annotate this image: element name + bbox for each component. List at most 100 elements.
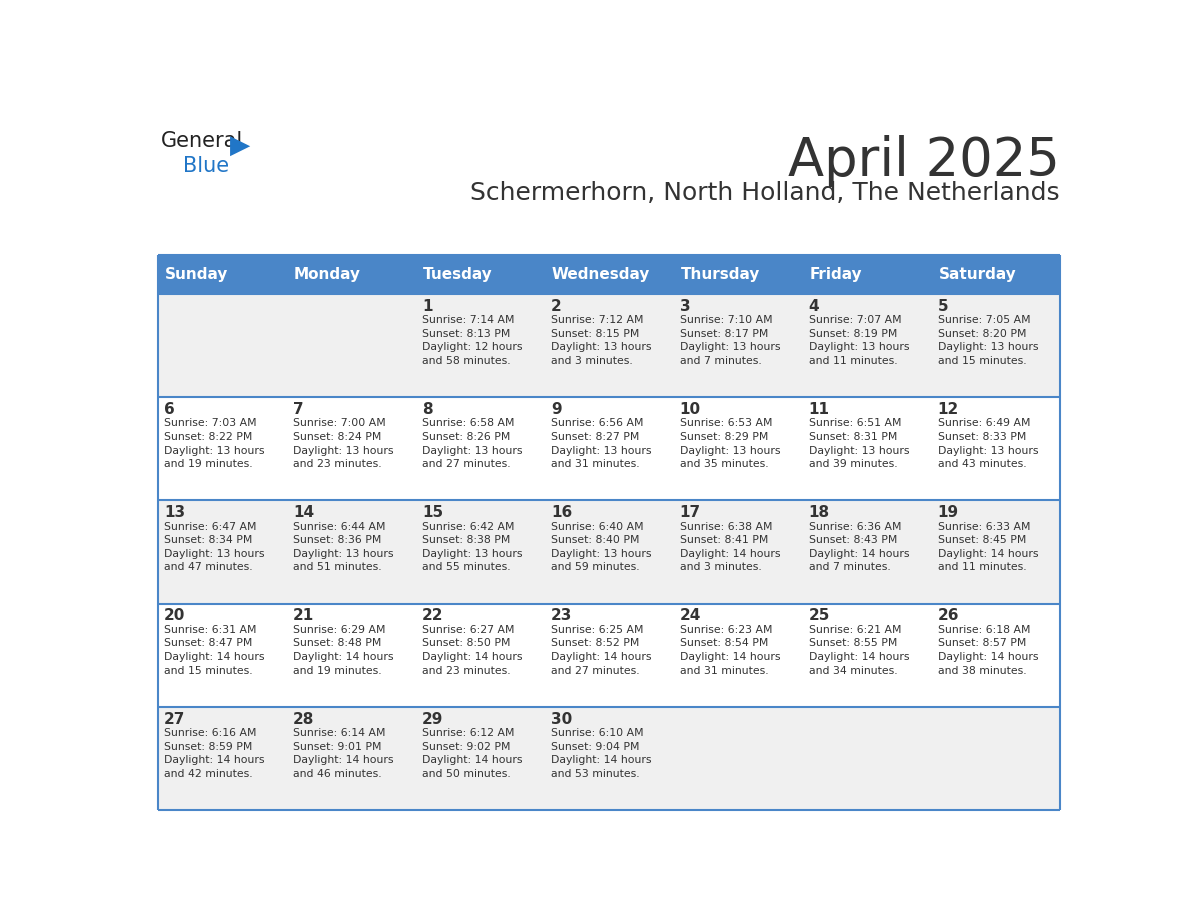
- Text: Sunrise: 7:10 AM
Sunset: 8:17 PM
Daylight: 13 hours
and 7 minutes.: Sunrise: 7:10 AM Sunset: 8:17 PM Dayligh…: [680, 315, 781, 366]
- Text: Sunrise: 6:12 AM
Sunset: 9:02 PM
Daylight: 14 hours
and 50 minutes.: Sunrise: 6:12 AM Sunset: 9:02 PM Dayligh…: [422, 728, 523, 778]
- Text: Sunrise: 6:56 AM
Sunset: 8:27 PM
Daylight: 13 hours
and 31 minutes.: Sunrise: 6:56 AM Sunset: 8:27 PM Dayligh…: [551, 419, 651, 469]
- Text: 24: 24: [680, 609, 701, 623]
- FancyBboxPatch shape: [416, 255, 544, 294]
- FancyBboxPatch shape: [802, 707, 931, 810]
- Text: Sunrise: 7:00 AM
Sunset: 8:24 PM
Daylight: 13 hours
and 23 minutes.: Sunrise: 7:00 AM Sunset: 8:24 PM Dayligh…: [293, 419, 393, 469]
- FancyBboxPatch shape: [802, 294, 931, 397]
- Text: 10: 10: [680, 402, 701, 417]
- Text: 30: 30: [551, 711, 573, 727]
- Text: 14: 14: [293, 505, 314, 521]
- FancyBboxPatch shape: [931, 603, 1060, 707]
- Text: 7: 7: [293, 402, 304, 417]
- Text: Sunrise: 6:31 AM
Sunset: 8:47 PM
Daylight: 14 hours
and 15 minutes.: Sunrise: 6:31 AM Sunset: 8:47 PM Dayligh…: [164, 625, 265, 676]
- Text: 11: 11: [809, 402, 829, 417]
- Text: Sunrise: 6:58 AM
Sunset: 8:26 PM
Daylight: 13 hours
and 27 minutes.: Sunrise: 6:58 AM Sunset: 8:26 PM Dayligh…: [422, 419, 523, 469]
- FancyBboxPatch shape: [544, 707, 674, 810]
- Text: Sunrise: 6:14 AM
Sunset: 9:01 PM
Daylight: 14 hours
and 46 minutes.: Sunrise: 6:14 AM Sunset: 9:01 PM Dayligh…: [293, 728, 393, 778]
- Text: ▶: ▶: [229, 133, 249, 159]
- Text: Sunrise: 6:49 AM
Sunset: 8:33 PM
Daylight: 13 hours
and 43 minutes.: Sunrise: 6:49 AM Sunset: 8:33 PM Dayligh…: [937, 419, 1038, 469]
- Text: Sunday: Sunday: [165, 267, 228, 282]
- Text: Schermerhorn, North Holland, The Netherlands: Schermerhorn, North Holland, The Netherl…: [470, 181, 1060, 205]
- Text: Sunrise: 6:23 AM
Sunset: 8:54 PM
Daylight: 14 hours
and 31 minutes.: Sunrise: 6:23 AM Sunset: 8:54 PM Dayligh…: [680, 625, 781, 676]
- Text: Sunrise: 6:53 AM
Sunset: 8:29 PM
Daylight: 13 hours
and 35 minutes.: Sunrise: 6:53 AM Sunset: 8:29 PM Dayligh…: [680, 419, 781, 469]
- Text: Sunrise: 6:25 AM
Sunset: 8:52 PM
Daylight: 14 hours
and 27 minutes.: Sunrise: 6:25 AM Sunset: 8:52 PM Dayligh…: [551, 625, 651, 676]
- Text: 3: 3: [680, 299, 690, 314]
- FancyBboxPatch shape: [802, 603, 931, 707]
- FancyBboxPatch shape: [158, 294, 286, 397]
- Text: 5: 5: [937, 299, 948, 314]
- Text: 20: 20: [164, 609, 185, 623]
- Text: Sunrise: 6:47 AM
Sunset: 8:34 PM
Daylight: 13 hours
and 47 minutes.: Sunrise: 6:47 AM Sunset: 8:34 PM Dayligh…: [164, 521, 265, 572]
- FancyBboxPatch shape: [802, 500, 931, 603]
- Text: 6: 6: [164, 402, 175, 417]
- FancyBboxPatch shape: [674, 294, 802, 397]
- Text: 9: 9: [551, 402, 562, 417]
- FancyBboxPatch shape: [544, 255, 674, 294]
- Text: Sunrise: 6:10 AM
Sunset: 9:04 PM
Daylight: 14 hours
and 53 minutes.: Sunrise: 6:10 AM Sunset: 9:04 PM Dayligh…: [551, 728, 651, 778]
- FancyBboxPatch shape: [416, 603, 544, 707]
- Text: Sunrise: 6:16 AM
Sunset: 8:59 PM
Daylight: 14 hours
and 42 minutes.: Sunrise: 6:16 AM Sunset: 8:59 PM Dayligh…: [164, 728, 265, 778]
- Text: 1: 1: [422, 299, 432, 314]
- Text: 18: 18: [809, 505, 829, 521]
- Text: Sunrise: 6:29 AM
Sunset: 8:48 PM
Daylight: 14 hours
and 19 minutes.: Sunrise: 6:29 AM Sunset: 8:48 PM Dayligh…: [293, 625, 393, 676]
- Text: Sunrise: 6:21 AM
Sunset: 8:55 PM
Daylight: 14 hours
and 34 minutes.: Sunrise: 6:21 AM Sunset: 8:55 PM Dayligh…: [809, 625, 909, 676]
- Text: 25: 25: [809, 609, 830, 623]
- FancyBboxPatch shape: [286, 397, 416, 500]
- FancyBboxPatch shape: [158, 603, 286, 707]
- Text: Sunrise: 6:36 AM
Sunset: 8:43 PM
Daylight: 14 hours
and 7 minutes.: Sunrise: 6:36 AM Sunset: 8:43 PM Dayligh…: [809, 521, 909, 572]
- Text: 22: 22: [422, 609, 443, 623]
- FancyBboxPatch shape: [544, 294, 674, 397]
- FancyBboxPatch shape: [931, 294, 1060, 397]
- Text: Sunrise: 7:05 AM
Sunset: 8:20 PM
Daylight: 13 hours
and 15 minutes.: Sunrise: 7:05 AM Sunset: 8:20 PM Dayligh…: [937, 315, 1038, 366]
- Text: 29: 29: [422, 711, 443, 727]
- FancyBboxPatch shape: [416, 500, 544, 603]
- Text: 17: 17: [680, 505, 701, 521]
- FancyBboxPatch shape: [931, 707, 1060, 810]
- Text: Blue: Blue: [183, 156, 229, 176]
- Text: 2: 2: [551, 299, 562, 314]
- Text: Sunrise: 7:07 AM
Sunset: 8:19 PM
Daylight: 13 hours
and 11 minutes.: Sunrise: 7:07 AM Sunset: 8:19 PM Dayligh…: [809, 315, 909, 366]
- FancyBboxPatch shape: [674, 397, 802, 500]
- FancyBboxPatch shape: [802, 397, 931, 500]
- FancyBboxPatch shape: [286, 294, 416, 397]
- Text: Sunrise: 6:40 AM
Sunset: 8:40 PM
Daylight: 13 hours
and 59 minutes.: Sunrise: 6:40 AM Sunset: 8:40 PM Dayligh…: [551, 521, 651, 572]
- FancyBboxPatch shape: [674, 707, 802, 810]
- FancyBboxPatch shape: [416, 294, 544, 397]
- Text: 16: 16: [551, 505, 573, 521]
- Text: 12: 12: [937, 402, 959, 417]
- FancyBboxPatch shape: [286, 500, 416, 603]
- FancyBboxPatch shape: [158, 255, 286, 294]
- Text: Sunrise: 6:38 AM
Sunset: 8:41 PM
Daylight: 14 hours
and 3 minutes.: Sunrise: 6:38 AM Sunset: 8:41 PM Dayligh…: [680, 521, 781, 572]
- Text: 23: 23: [551, 609, 573, 623]
- FancyBboxPatch shape: [286, 603, 416, 707]
- FancyBboxPatch shape: [416, 707, 544, 810]
- FancyBboxPatch shape: [674, 500, 802, 603]
- FancyBboxPatch shape: [931, 500, 1060, 603]
- FancyBboxPatch shape: [674, 255, 802, 294]
- Text: 13: 13: [164, 505, 185, 521]
- Text: Sunrise: 6:33 AM
Sunset: 8:45 PM
Daylight: 14 hours
and 11 minutes.: Sunrise: 6:33 AM Sunset: 8:45 PM Dayligh…: [937, 521, 1038, 572]
- FancyBboxPatch shape: [544, 500, 674, 603]
- FancyBboxPatch shape: [931, 397, 1060, 500]
- FancyBboxPatch shape: [158, 397, 286, 500]
- FancyBboxPatch shape: [158, 500, 286, 603]
- FancyBboxPatch shape: [416, 397, 544, 500]
- FancyBboxPatch shape: [286, 707, 416, 810]
- Text: Sunrise: 6:42 AM
Sunset: 8:38 PM
Daylight: 13 hours
and 55 minutes.: Sunrise: 6:42 AM Sunset: 8:38 PM Dayligh…: [422, 521, 523, 572]
- Text: General: General: [160, 131, 242, 151]
- Text: 8: 8: [422, 402, 432, 417]
- Text: 27: 27: [164, 711, 185, 727]
- Text: Thursday: Thursday: [681, 267, 760, 282]
- Text: Sunrise: 6:18 AM
Sunset: 8:57 PM
Daylight: 14 hours
and 38 minutes.: Sunrise: 6:18 AM Sunset: 8:57 PM Dayligh…: [937, 625, 1038, 676]
- Text: 19: 19: [937, 505, 959, 521]
- Text: Saturday: Saturday: [939, 267, 1016, 282]
- Text: Sunrise: 6:27 AM
Sunset: 8:50 PM
Daylight: 14 hours
and 23 minutes.: Sunrise: 6:27 AM Sunset: 8:50 PM Dayligh…: [422, 625, 523, 676]
- FancyBboxPatch shape: [802, 255, 931, 294]
- Text: Sunrise: 7:12 AM
Sunset: 8:15 PM
Daylight: 13 hours
and 3 minutes.: Sunrise: 7:12 AM Sunset: 8:15 PM Dayligh…: [551, 315, 651, 366]
- Text: Sunrise: 7:03 AM
Sunset: 8:22 PM
Daylight: 13 hours
and 19 minutes.: Sunrise: 7:03 AM Sunset: 8:22 PM Dayligh…: [164, 419, 265, 469]
- Text: Sunrise: 7:14 AM
Sunset: 8:13 PM
Daylight: 12 hours
and 58 minutes.: Sunrise: 7:14 AM Sunset: 8:13 PM Dayligh…: [422, 315, 523, 366]
- Text: 21: 21: [293, 609, 315, 623]
- FancyBboxPatch shape: [544, 397, 674, 500]
- Text: Monday: Monday: [293, 267, 361, 282]
- Text: Wednesday: Wednesday: [551, 267, 650, 282]
